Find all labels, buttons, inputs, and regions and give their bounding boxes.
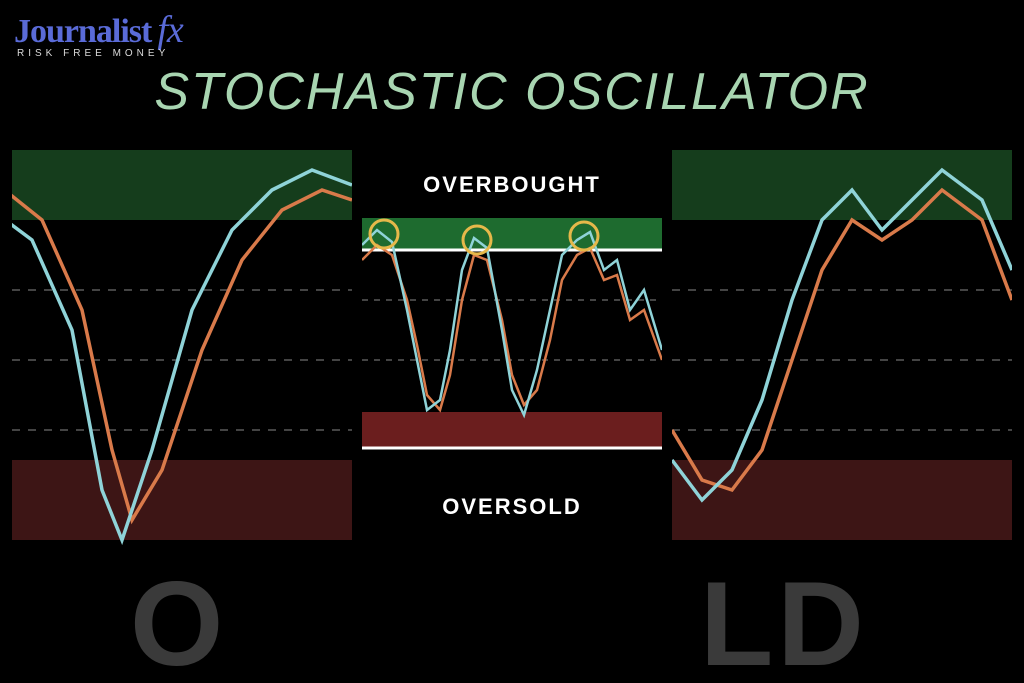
logo-tagline: RISK FREE MONEY <box>14 48 183 59</box>
logo-main-word: Journalist <box>14 13 151 50</box>
bg-letter-right: LD <box>700 555 868 683</box>
oversold-band <box>362 412 662 448</box>
right-chart-panel <box>672 150 1012 570</box>
brand-logo: Journalistfx RISK FREE MONEY <box>14 8 183 59</box>
oversold-band-dim <box>12 460 352 540</box>
left-chart-panel <box>12 150 352 570</box>
d-line <box>672 190 1012 490</box>
overbought-band-dim <box>12 150 352 220</box>
main-title: STOCHASTIC OSCILLATOR <box>0 62 1024 122</box>
overbought-band <box>362 218 662 250</box>
logo-suffix: fx <box>157 9 182 51</box>
oversold-band-dim <box>672 460 1012 540</box>
infographic-stage: Journalistfx RISK FREE MONEY STOCHASTIC … <box>0 0 1024 683</box>
logo-text: Journalistfx <box>14 8 183 52</box>
bg-letter-left: O <box>130 555 227 683</box>
oversold-label: OVERSOLD <box>362 494 662 520</box>
overbought-label: OVERBOUGHT <box>362 172 662 198</box>
center-chart-panel <box>362 200 662 490</box>
